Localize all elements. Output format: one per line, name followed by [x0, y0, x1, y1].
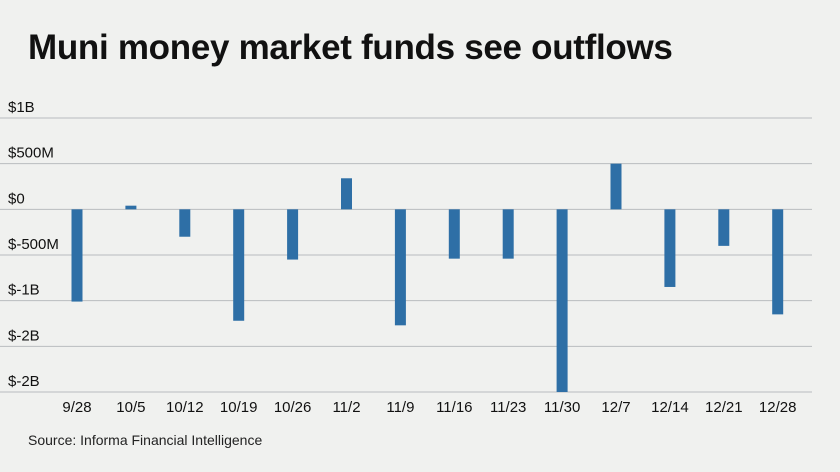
y-axis-labels: $1B $500M $0 $-500M $-1B $-2B $-2B [8, 99, 59, 390]
x-tick-label: 11/23 [490, 399, 526, 416]
x-axis-labels: 9/28 10/5 10/12 10/19 10/26 11/2 11/9 11/16 11/2… [62, 399, 796, 416]
bar-12-28 [772, 209, 784, 315]
x-tick-label: 12/14 [651, 399, 689, 416]
y-tick-label: $1B [8, 99, 35, 116]
y-tick-label: $500M [8, 145, 54, 162]
source-note: Source: Informa Financial Intelligence [28, 432, 263, 448]
bar-11-23 [502, 209, 514, 259]
x-tick-label: 11/30 [544, 399, 580, 416]
x-tick-label: 9/28 [62, 399, 91, 416]
x-tick-label: 10/5 [116, 399, 145, 416]
bar-10-5 [125, 205, 137, 210]
gridlines [0, 117, 812, 393]
x-tick-label: 11/16 [436, 399, 472, 416]
y-tick-label: $-500M [8, 236, 59, 253]
y-tick-label: $-2B [8, 327, 40, 344]
x-tick-label: 11/2 [332, 399, 360, 416]
y-tick-label: $-2B [8, 373, 40, 390]
bar-10-12 [179, 209, 191, 237]
x-tick-label: 10/19 [220, 399, 258, 416]
bars [71, 163, 784, 392]
bar-10-26 [287, 209, 299, 260]
x-tick-label: 11/9 [386, 399, 414, 416]
x-tick-label: 12/7 [601, 399, 630, 416]
bar-12-14 [664, 209, 676, 287]
x-tick-label: 12/21 [705, 399, 743, 416]
chart-title: Muni money market funds see outflows [28, 28, 673, 67]
x-tick-label: 10/26 [274, 399, 312, 416]
x-tick-label: 10/12 [166, 399, 204, 416]
bar-11-30 [556, 209, 568, 392]
bar-11-9 [394, 209, 406, 326]
bar-11-2 [341, 178, 352, 210]
x-tick-label: 12/28 [759, 399, 797, 416]
bar-10-19 [233, 209, 245, 321]
bar-12-7 [610, 163, 622, 210]
bar-12-21 [718, 209, 730, 246]
y-tick-label: $-1B [8, 282, 40, 299]
y-tick-label: $0 [8, 190, 25, 207]
bar-9-28 [71, 209, 83, 302]
bar-11-16 [448, 209, 460, 259]
